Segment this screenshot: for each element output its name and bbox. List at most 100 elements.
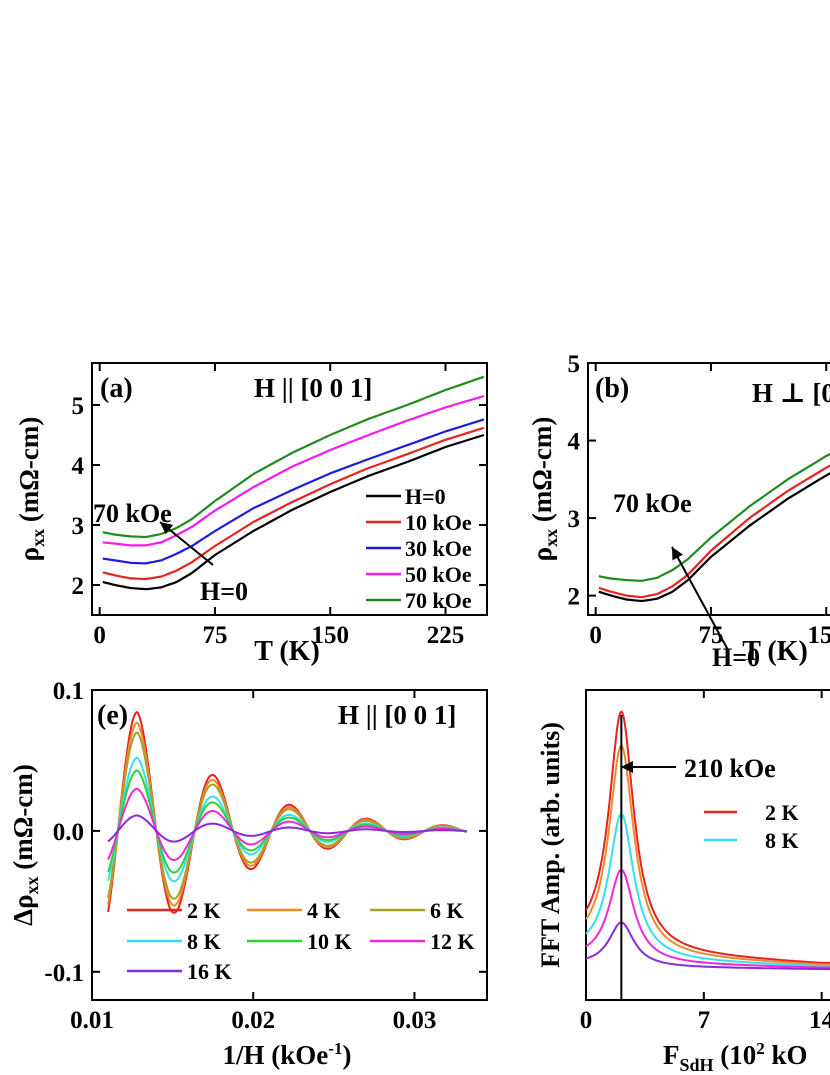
y-axis-label-main: Δρ (8, 894, 38, 925)
x-axis-label-sup: -1 (328, 1039, 342, 1058)
series-line-1 (598, 464, 830, 599)
y-axis-label-sub: xx (28, 529, 48, 547)
y-tick-label: 5 (568, 351, 581, 378)
plot-frame (91, 362, 488, 616)
x-axis-label: T (K) (742, 636, 808, 667)
panel-annotation: H || [0 0 1] (338, 700, 456, 730)
field-label-bottom: H=0 (200, 577, 248, 606)
series-line-5 (107, 787, 467, 862)
panel-annotation: H ⊥ [0 (752, 378, 830, 408)
x-tick-label: 0 (589, 622, 602, 649)
legend-label-3: 8 K (187, 929, 221, 954)
y-axis-label-unit: (mΩ-cm) (14, 417, 44, 529)
series-line-0 (102, 433, 485, 591)
series-line-0 (585, 710, 830, 964)
y-tick-label: 5 (72, 393, 85, 420)
y-tick-label: 2 (568, 584, 581, 611)
y-axis-label: ρxx (mΩ-cm) (14, 417, 48, 562)
y-tick-label: 3 (72, 513, 85, 540)
legend-label-3: 50 kOe (405, 562, 472, 587)
legend-label-2: 6 K (430, 898, 464, 923)
series-line-1 (102, 426, 485, 581)
y-axis-label: ρxx (mΩ-cm) (527, 417, 561, 562)
legend-label-1: 10 kOe (405, 510, 472, 535)
y-axis-label-main: ρ (14, 547, 44, 561)
y-axis-label-unit: (mΩ-cm) (527, 417, 557, 529)
panel-annotation: H || [0 0 1] (254, 373, 372, 403)
plot-frame (585, 689, 830, 1001)
x-tick-label: 150 (311, 622, 349, 649)
panel-b-lines (598, 452, 830, 603)
y-tick-label: 0.1 (53, 678, 84, 705)
x-axis-label-end: kO (765, 1040, 808, 1070)
series-line-3 (585, 868, 830, 969)
peak-annotation: 210 kOe (684, 754, 776, 783)
y-tick-label: 2 (72, 573, 85, 600)
x-axis-label-F: F (663, 1040, 680, 1070)
plot-frame (587, 362, 830, 616)
y-tick-label: 3 (568, 506, 581, 533)
series-line-1 (585, 744, 830, 966)
legend-label-0: 2 K (765, 800, 799, 825)
panel-label: (e) (97, 700, 128, 731)
x-tick-label: 0 (580, 1007, 593, 1034)
legend-label-6: 16 K (187, 959, 232, 984)
panel-label: (b) (595, 373, 629, 404)
x-tick-label: 0.02 (231, 1007, 275, 1034)
field-label-top: 70 kOe (93, 499, 172, 528)
legend-label-4: 70 kOe (405, 588, 472, 613)
series-line-4 (102, 375, 485, 539)
field-arrow (671, 546, 729, 651)
y-axis-label-main: ρ (527, 547, 557, 561)
x-tick-label: 0.03 (393, 1007, 437, 1034)
peak-arrow-head (621, 761, 633, 773)
x-tick-label: 225 (427, 622, 465, 649)
y-axis-label-sub: xx (541, 529, 561, 547)
field-label-top: 70 kOe (613, 489, 692, 518)
x-axis-label: 1/H (kOe-1) (223, 1039, 352, 1070)
panel-a: 0 75 150 225 2 3 4 5 (a) H || [0 0 1] 70 kOe H=0 H=0… (14, 362, 488, 667)
y-axis-label: Δρxx (mΩ-cm) (8, 764, 42, 926)
y-tick-label: 0.0 (53, 819, 84, 846)
series-line-2 (585, 812, 830, 967)
series-line-2 (102, 418, 485, 565)
y-tick-label: 4 (72, 453, 85, 480)
x-axis-label-sub: SdH (680, 1055, 714, 1075)
series-line-4 (585, 921, 830, 971)
y-tick-label: -0.1 (44, 960, 84, 987)
legend-label-2: 30 kOe (405, 536, 472, 561)
legend-label-4: 10 K (307, 929, 352, 954)
y-tick-label: 4 (568, 429, 581, 456)
y-axis-label-sub: xx (22, 876, 42, 894)
x-axis-label-main: 1/H (kOe (223, 1040, 329, 1070)
field-arrow-head (672, 547, 684, 561)
legend-label-1: 4 K (307, 898, 341, 923)
x-tick-label: 14 (809, 1007, 830, 1034)
legend-label-1: 8 K (765, 828, 799, 853)
series-line-0 (598, 472, 830, 603)
y-axis-label: FFT Amp. (arb. units) (536, 722, 565, 968)
x-tick-label: 0 (93, 622, 106, 649)
field-label-bottom: H=0 (712, 643, 760, 672)
x-axis-label-sup: 2 (756, 1039, 765, 1058)
series-line-2 (598, 452, 830, 583)
series-line-2 (107, 731, 467, 900)
x-tick-label: 75 (202, 622, 227, 649)
y-axis-label-unit: (mΩ-cm) (8, 764, 38, 876)
series-line-6 (107, 814, 467, 843)
plot-frame (91, 689, 488, 1001)
legend-label-0: 2 K (187, 898, 221, 923)
panel-e: 0.01 0.02 0.03 -0.1 0.0 0.1 (e) H || [0 0 1] 2 K… (8, 678, 488, 1070)
legend-label-5: 12 K (430, 929, 475, 954)
x-axis-label-close: ) (342, 1040, 351, 1070)
x-tick-label: 0.01 (70, 1007, 114, 1034)
x-axis-label-mid: (10 (714, 1040, 757, 1070)
x-tick-label: 7 (698, 1007, 711, 1034)
x-axis-label: FSdH (102 kO (663, 1039, 808, 1075)
x-axis-label: T (K) (254, 636, 320, 667)
field-arrow-head (160, 522, 174, 535)
x-tick-label: 150 (807, 622, 830, 649)
